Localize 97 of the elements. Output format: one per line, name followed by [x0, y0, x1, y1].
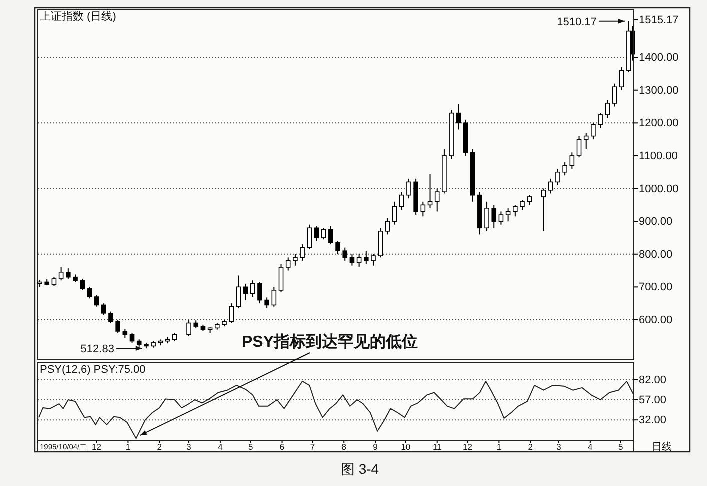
candlestick: [236, 275, 242, 309]
x-tick-label: 10: [401, 442, 411, 452]
y-tick-label: 1300.00: [639, 84, 679, 97]
annotation: PSY指标到达罕见的低位: [242, 333, 418, 351]
x-tick-label: 5: [618, 442, 624, 452]
candlestick: [336, 240, 340, 255]
candlestick: [186, 319, 192, 337]
y-tick-label: 700.00: [639, 282, 673, 294]
candlestick: [428, 174, 433, 209]
candlestick: [286, 257, 291, 272]
candlestick: [101, 303, 106, 316]
chart-title: PSY(12,6) PSY:75.00: [40, 364, 146, 376]
candlestick: [243, 283, 248, 301]
candlestick: [541, 188, 546, 232]
y-tick-label: 1000.00: [639, 183, 679, 196]
candlestick: [456, 104, 462, 130]
y-tick-label: 1200.00: [639, 118, 679, 130]
candlestick: [321, 228, 326, 240]
y-tick-label: 800.00: [639, 248, 673, 261]
candlestick: [250, 280, 256, 298]
y-tick-label: 1100.00: [639, 150, 678, 162]
candlestick: [371, 254, 376, 266]
candlestick: [612, 83, 618, 108]
candlestick: [116, 319, 120, 334]
candlestick: [619, 66, 624, 91]
x-tick-label: 6: [280, 442, 285, 452]
y-tick-label: 1400.00: [639, 52, 679, 64]
y-tick-label: 900.00: [639, 216, 673, 228]
candlestick: [385, 218, 390, 236]
candlestick: [364, 250, 369, 265]
candlestick: [328, 226, 334, 246]
x-tick-label: 2: [528, 442, 534, 452]
candlestick: [52, 276, 57, 288]
candlestick: [307, 224, 312, 250]
y-tick-label: 600.00: [639, 314, 673, 326]
candlestick: [576, 136, 582, 158]
x-tick-label: 2: [157, 442, 162, 452]
candlestick: [434, 188, 440, 212]
candlestick: [584, 132, 589, 150]
x-tick-label: 12: [463, 442, 473, 452]
candlestick: [314, 226, 320, 242]
candlestick: [591, 122, 596, 140]
candlestick: [356, 254, 362, 268]
candlestick: [80, 278, 85, 291]
candlestick: [520, 200, 525, 211]
x-axis-title: 日线: [652, 441, 672, 453]
x-tick-label: 1: [496, 442, 502, 452]
x-tick-label: 4: [588, 442, 594, 452]
candlestick: [342, 247, 348, 262]
candlestick: [406, 178, 412, 200]
x-tick-label: 9: [373, 442, 378, 452]
y-tick-label: 57.00: [639, 394, 667, 407]
x-tick-label: 3: [186, 442, 192, 452]
candlestick: [278, 264, 284, 293]
candlestick: [513, 204, 518, 218]
chart-title: 上证指数 (日线): [40, 10, 116, 23]
candlestick: [399, 192, 404, 211]
caption: 图 3-4: [340, 461, 380, 477]
candlestick: [598, 112, 603, 129]
candlestick: [350, 254, 355, 266]
candlestick: [264, 297, 270, 309]
candlestick: [570, 152, 575, 170]
candlestick: [130, 332, 135, 344]
x-tick-label: 1: [126, 442, 131, 452]
x-tick-label: 11: [432, 442, 442, 452]
candlestick: [94, 294, 100, 308]
candlestick: [258, 282, 262, 304]
candlestick: [108, 311, 114, 324]
x-tick-label: 8: [342, 442, 347, 452]
candlestick: [498, 211, 504, 226]
annotation: 512.83: [80, 344, 114, 356]
candlestick: [562, 162, 568, 176]
x-tick-label: 5: [248, 442, 254, 452]
candlestick: [548, 178, 554, 194]
x-tick-label: 4: [218, 442, 224, 452]
candlestick: [527, 194, 532, 206]
annotation: 1510.17: [557, 16, 597, 28]
candlestick: [484, 201, 490, 232]
candlestick: [272, 286, 277, 308]
candlestick: [300, 244, 305, 262]
candlestick: [66, 268, 71, 280]
candlestick: [58, 267, 64, 282]
candlestick: [87, 286, 92, 300]
x-tick-label: 3: [556, 442, 562, 452]
y-tick-label: 82.00: [639, 374, 667, 386]
y-tick-label: 1515.17: [639, 14, 679, 26]
candlestick: [293, 254, 298, 266]
x-tick-label: 12: [92, 442, 102, 452]
candlestick: [556, 168, 560, 186]
candlestick: [492, 204, 497, 229]
candlestick: [229, 303, 234, 324]
y-tick-label: 32.00: [639, 414, 667, 427]
x-tick-label: 7: [310, 442, 316, 452]
candlestick: [506, 208, 511, 222]
candlestick: [605, 100, 610, 119]
candlestick: [420, 201, 426, 218]
candlestick: [392, 201, 398, 226]
